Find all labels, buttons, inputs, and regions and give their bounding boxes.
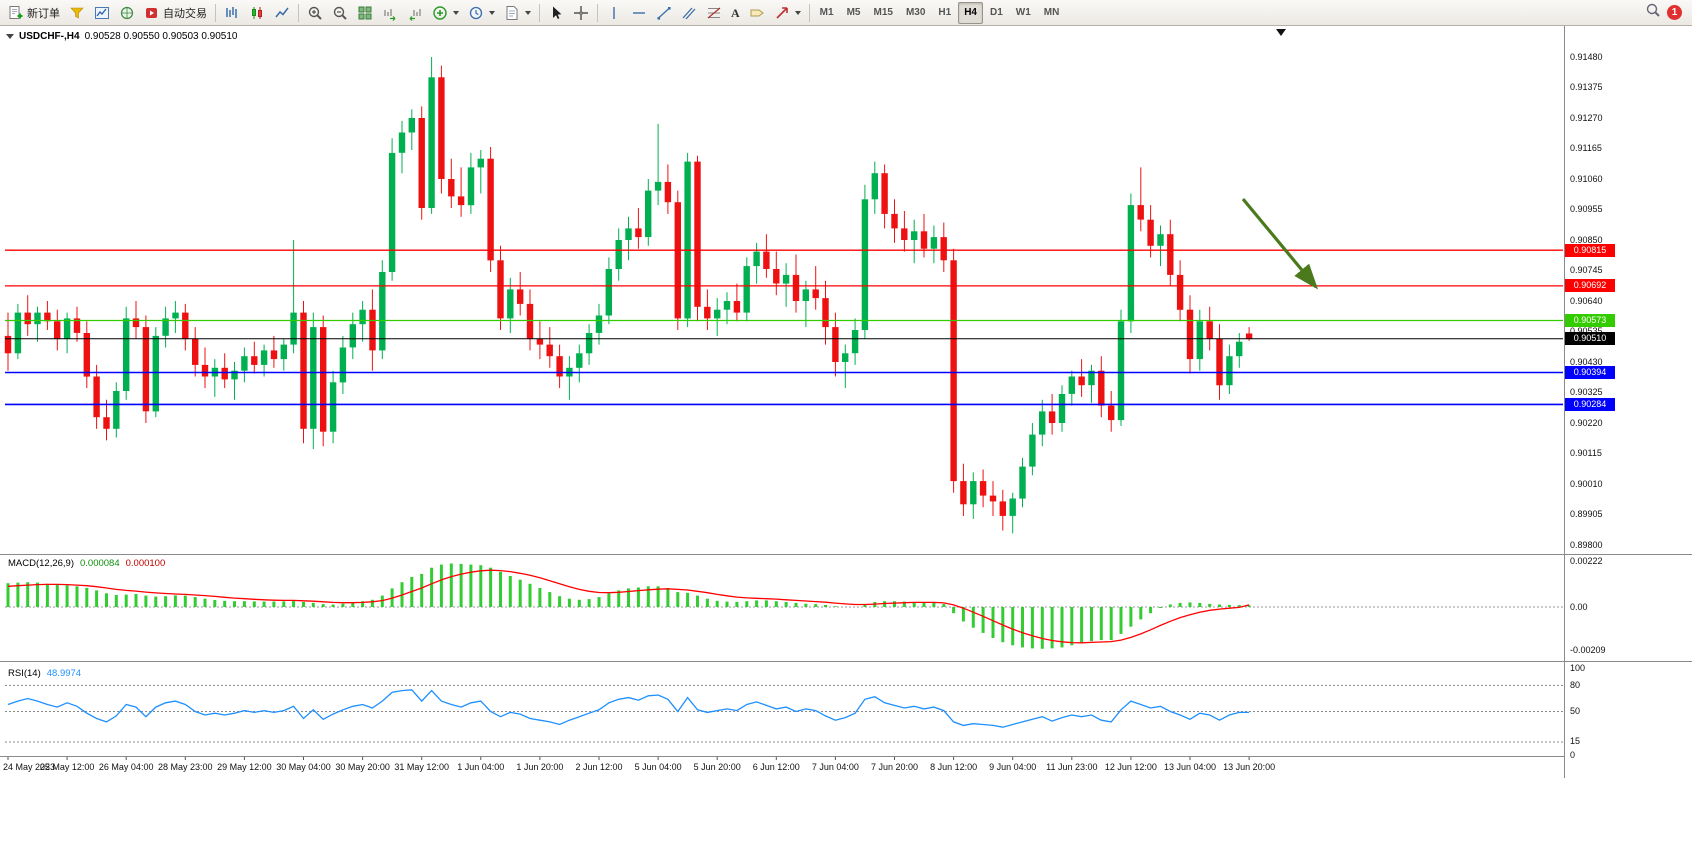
candlestick-button[interactable] [245,1,269,25]
tile-windows-button[interactable] [353,1,377,25]
timeframe-h1-button[interactable]: H1 [938,6,952,18]
text-tool-button[interactable]: A [727,1,744,25]
timeframe-m15-button[interactable]: M15 [873,6,893,18]
chevron-down-icon [525,10,531,15]
ohlc-readout: 0.90528 0.90550 0.90503 0.90510 [84,31,238,42]
new-order-label: 新订单 [27,7,60,20]
zoom-in-icon [307,5,323,21]
autotrading-label: 自动交易 [163,7,207,20]
auto-scroll-button[interactable] [378,1,402,25]
zoom-out-button[interactable] [328,1,352,25]
rsi-value: 48.9974 [46,668,82,679]
clock-icon [468,5,484,21]
arrow-tool-icon [774,5,790,21]
autotrading-button[interactable]: 自动交易 [140,1,211,25]
new-order-icon [8,5,24,21]
price-axis[interactable] [1564,26,1692,778]
label-tool-icon [749,5,765,21]
chevron-down-icon [794,10,801,15]
bar-chart-icon [224,5,240,21]
tile-windows-icon [357,5,373,21]
text-tool-icon: A [731,5,740,20]
search-button[interactable] [1645,2,1661,23]
toolbar: 新订单 自动交易 A M1 M5 M15 M30 H1 H4 D1 W1 MN … [0,0,1692,26]
toolbar-separator [597,3,598,22]
chevron-down-icon [453,10,459,15]
indicators-button[interactable] [428,1,463,25]
horizontal-line-button[interactable] [627,1,651,25]
symbol-title: USDCHF-,H4 [19,31,80,42]
chart-shift-button[interactable] [403,1,427,25]
market-watch-button[interactable] [65,1,89,25]
macd-name: MACD(12,26,9) [8,558,74,569]
cursor-button[interactable] [544,1,568,25]
panel-splitter[interactable] [0,554,1692,558]
arrows-tool-button[interactable] [770,1,805,25]
bar-chart-button[interactable] [220,1,244,25]
toolbar-separator [215,3,216,22]
toolbar-separator [298,3,299,22]
line-chart-icon [274,5,290,21]
panel-splitter[interactable] [0,661,1692,665]
market-watch-icon [69,5,85,21]
zoom-out-icon [332,5,348,21]
new-order-button[interactable]: 新订单 [4,1,64,25]
label-tool-button[interactable] [745,1,769,25]
crosshair-button[interactable] [569,1,593,25]
vertical-line-icon [606,5,622,21]
indicators-icon [432,5,448,21]
cursor-icon [548,5,564,21]
navigator-button[interactable] [115,1,139,25]
timeframe-w1-button[interactable]: W1 [1015,6,1031,18]
timeframe-m30-button[interactable]: M30 [905,6,926,18]
channel-icon [681,5,697,21]
rsi-name: RSI(14) [8,668,41,679]
autotrading-icon [144,5,160,21]
rsi-label: RSI(14) 48.9974 [8,668,81,679]
timeframe-h4-button[interactable]: H4 [958,1,983,24]
trendline-icon [656,5,672,21]
channel-button[interactable] [677,1,701,25]
navigator-icon [119,5,135,21]
periods-button[interactable] [464,1,499,25]
macd-value-main: 0.000084 [80,558,120,569]
chevron-down-icon [489,10,495,15]
timeframe-d1-button[interactable]: D1 [989,6,1003,18]
templates-button[interactable] [500,1,535,25]
notification-badge[interactable]: 1 [1667,5,1682,20]
collapse-arrow-icon[interactable] [6,34,14,39]
chart-header: USDCHF-,H4 0.90528 0.90550 0.90503 0.905… [6,31,238,42]
toolbar-separator [539,3,540,22]
template-icon [504,5,520,21]
time-marker-icon [1276,29,1286,36]
macd-value-signal: 0.000100 [125,558,166,569]
horizontal-line-icon [631,5,647,21]
zoom-in-button[interactable] [303,1,327,25]
data-window-icon [94,5,110,21]
candlestick-icon [249,5,265,21]
data-window-button[interactable] [90,1,114,25]
chart-shift-icon [407,5,423,21]
toolbar-separator [808,3,810,22]
macd-label: MACD(12,26,9) 0.000084 0.000100 [8,558,165,569]
vertical-line-button[interactable] [602,1,626,25]
time-axis[interactable] [0,756,1564,779]
timeframe-m5-button[interactable]: M5 [846,6,861,18]
trendline-button[interactable] [652,1,676,25]
fibonacci-button[interactable] [702,1,726,25]
auto-scroll-icon [382,5,398,21]
timeframe-m1-button[interactable]: M1 [819,6,834,18]
annotation-arrow[interactable] [1241,197,1319,290]
timeframe-mn-button[interactable]: MN [1043,6,1060,18]
fibonacci-icon [706,5,722,21]
line-chart-button[interactable] [270,1,294,25]
crosshair-icon [573,5,589,21]
